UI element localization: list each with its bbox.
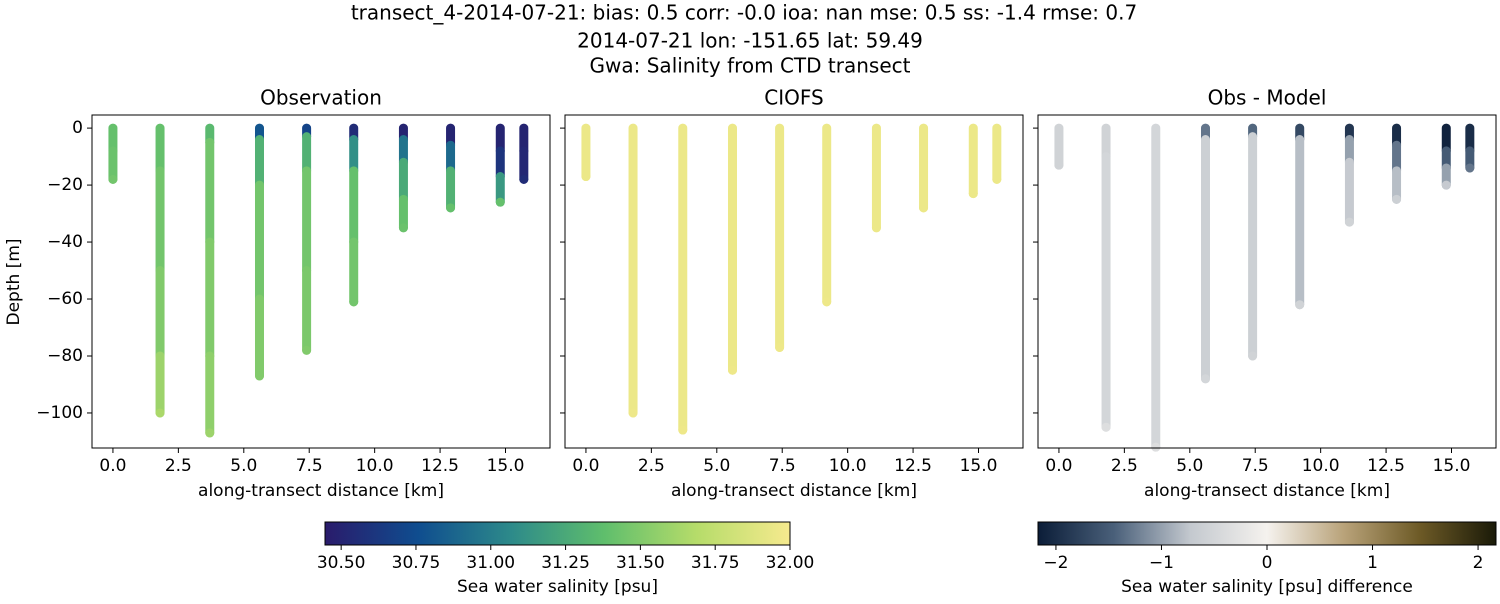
x-axis-label: along-transect distance [km]	[671, 481, 917, 501]
x-tick-label: 7.5	[1242, 456, 1269, 476]
x-tick-label: 10.0	[356, 456, 394, 476]
colorbar-tick-label: 31.00	[466, 553, 515, 573]
cast-point	[1441, 180, 1451, 190]
colorbar-label: Sea water salinity [psu] difference	[1121, 577, 1413, 597]
x-tick-label: 5.0	[703, 456, 730, 476]
colorbar-tick-label: 30.75	[392, 553, 441, 573]
cast-point	[727, 365, 737, 375]
cast-point	[519, 174, 529, 184]
y-tick-label: 0	[72, 118, 83, 138]
cast-point	[1151, 442, 1161, 452]
colorbar-tick-label: 31.75	[691, 553, 740, 573]
x-tick-label: 10.0	[829, 456, 867, 476]
cast-point	[822, 297, 832, 307]
cast-point	[678, 425, 688, 435]
colorbar-tick-label: 30.50	[317, 553, 366, 573]
cast-point	[302, 345, 312, 355]
x-axis-label: along-transect distance [km]	[198, 481, 444, 501]
cast-point	[871, 223, 881, 233]
y-tick-label: −80	[47, 346, 83, 366]
x-tick-label: 12.5	[421, 456, 459, 476]
cast-point	[1392, 194, 1402, 204]
panel-title: Observation	[260, 86, 382, 110]
cast-point	[628, 408, 638, 418]
x-tick-label: 7.5	[769, 456, 796, 476]
x-tick-label: 2.5	[165, 456, 192, 476]
panel-title: CIOFS	[764, 86, 823, 110]
colorbar-tick-label: −1	[1149, 553, 1174, 573]
x-tick-label: 12.5	[894, 456, 932, 476]
plot-frame	[91, 114, 551, 449]
x-tick-label: 15.0	[960, 456, 998, 476]
cast-point	[992, 174, 1002, 184]
colorbar-tick-label: 31.25	[541, 553, 590, 573]
x-tick-label: 10.0	[1302, 456, 1340, 476]
cast-point	[1248, 351, 1258, 361]
cast-point	[398, 223, 408, 233]
colorbar-tick-label: 31.50	[616, 553, 665, 573]
x-tick-label: 0.0	[99, 456, 126, 476]
colorbar-tick-label: 0	[1262, 553, 1273, 573]
y-axis-label: Depth [m]	[4, 238, 24, 325]
cast-point	[495, 197, 505, 207]
cast-point	[446, 203, 456, 213]
cast-point	[349, 297, 359, 307]
cast-point	[1344, 217, 1354, 227]
cast-point	[581, 172, 591, 182]
plot-frame	[564, 114, 1024, 449]
x-tick-label: 15.0	[1433, 456, 1471, 476]
x-tick-label: 0.0	[1045, 456, 1072, 476]
cast-point	[1465, 163, 1475, 173]
cast-point	[1054, 160, 1064, 170]
x-tick-label: 5.0	[1176, 456, 1203, 476]
colorbar-tick-label: 2	[1473, 553, 1484, 573]
cast-point	[919, 203, 929, 213]
colorbar	[1037, 521, 1497, 546]
cast-point	[1200, 374, 1210, 384]
colorbar-tick-label: 32.00	[766, 553, 815, 573]
colorbar-label: Sea water salinity [psu]	[457, 577, 658, 597]
colorbar-tick-label: 1	[1367, 553, 1378, 573]
x-tick-label: 5.0	[230, 456, 257, 476]
x-tick-label: 12.5	[1367, 456, 1405, 476]
panel-title: Obs - Model	[1208, 86, 1327, 110]
cast-point	[968, 189, 978, 199]
cast-point	[155, 408, 165, 418]
x-axis-label: along-transect distance [km]	[1144, 481, 1390, 501]
cast-point	[775, 342, 785, 352]
chart-title: transect_4-2014-07-21: bias: 0.5 corr: -…	[351, 1, 1137, 25]
x-tick-label: 2.5	[1111, 456, 1138, 476]
x-tick-label: 0.0	[572, 456, 599, 476]
x-tick-label: 2.5	[638, 456, 665, 476]
colorbar	[324, 521, 791, 546]
y-tick-label: −100	[36, 403, 83, 423]
colorbar-tick-label: −2	[1043, 553, 1068, 573]
x-tick-label: 7.5	[296, 456, 323, 476]
cast-point	[108, 174, 118, 184]
cast-point	[205, 428, 215, 438]
chart-subtitle: 2014-07-21 lon: -151.65 lat: 59.49	[577, 29, 923, 53]
y-tick-label: −60	[47, 289, 83, 309]
y-tick-label: −20	[47, 175, 83, 195]
plot-frame	[1037, 114, 1497, 449]
cast-point	[1295, 300, 1305, 310]
y-tick-label: −40	[47, 232, 83, 252]
x-tick-label: 15.0	[487, 456, 525, 476]
cast-point	[254, 371, 264, 381]
chart-subtitle: Gwa: Salinity from CTD transect	[590, 54, 911, 78]
cast-point	[1101, 422, 1111, 432]
